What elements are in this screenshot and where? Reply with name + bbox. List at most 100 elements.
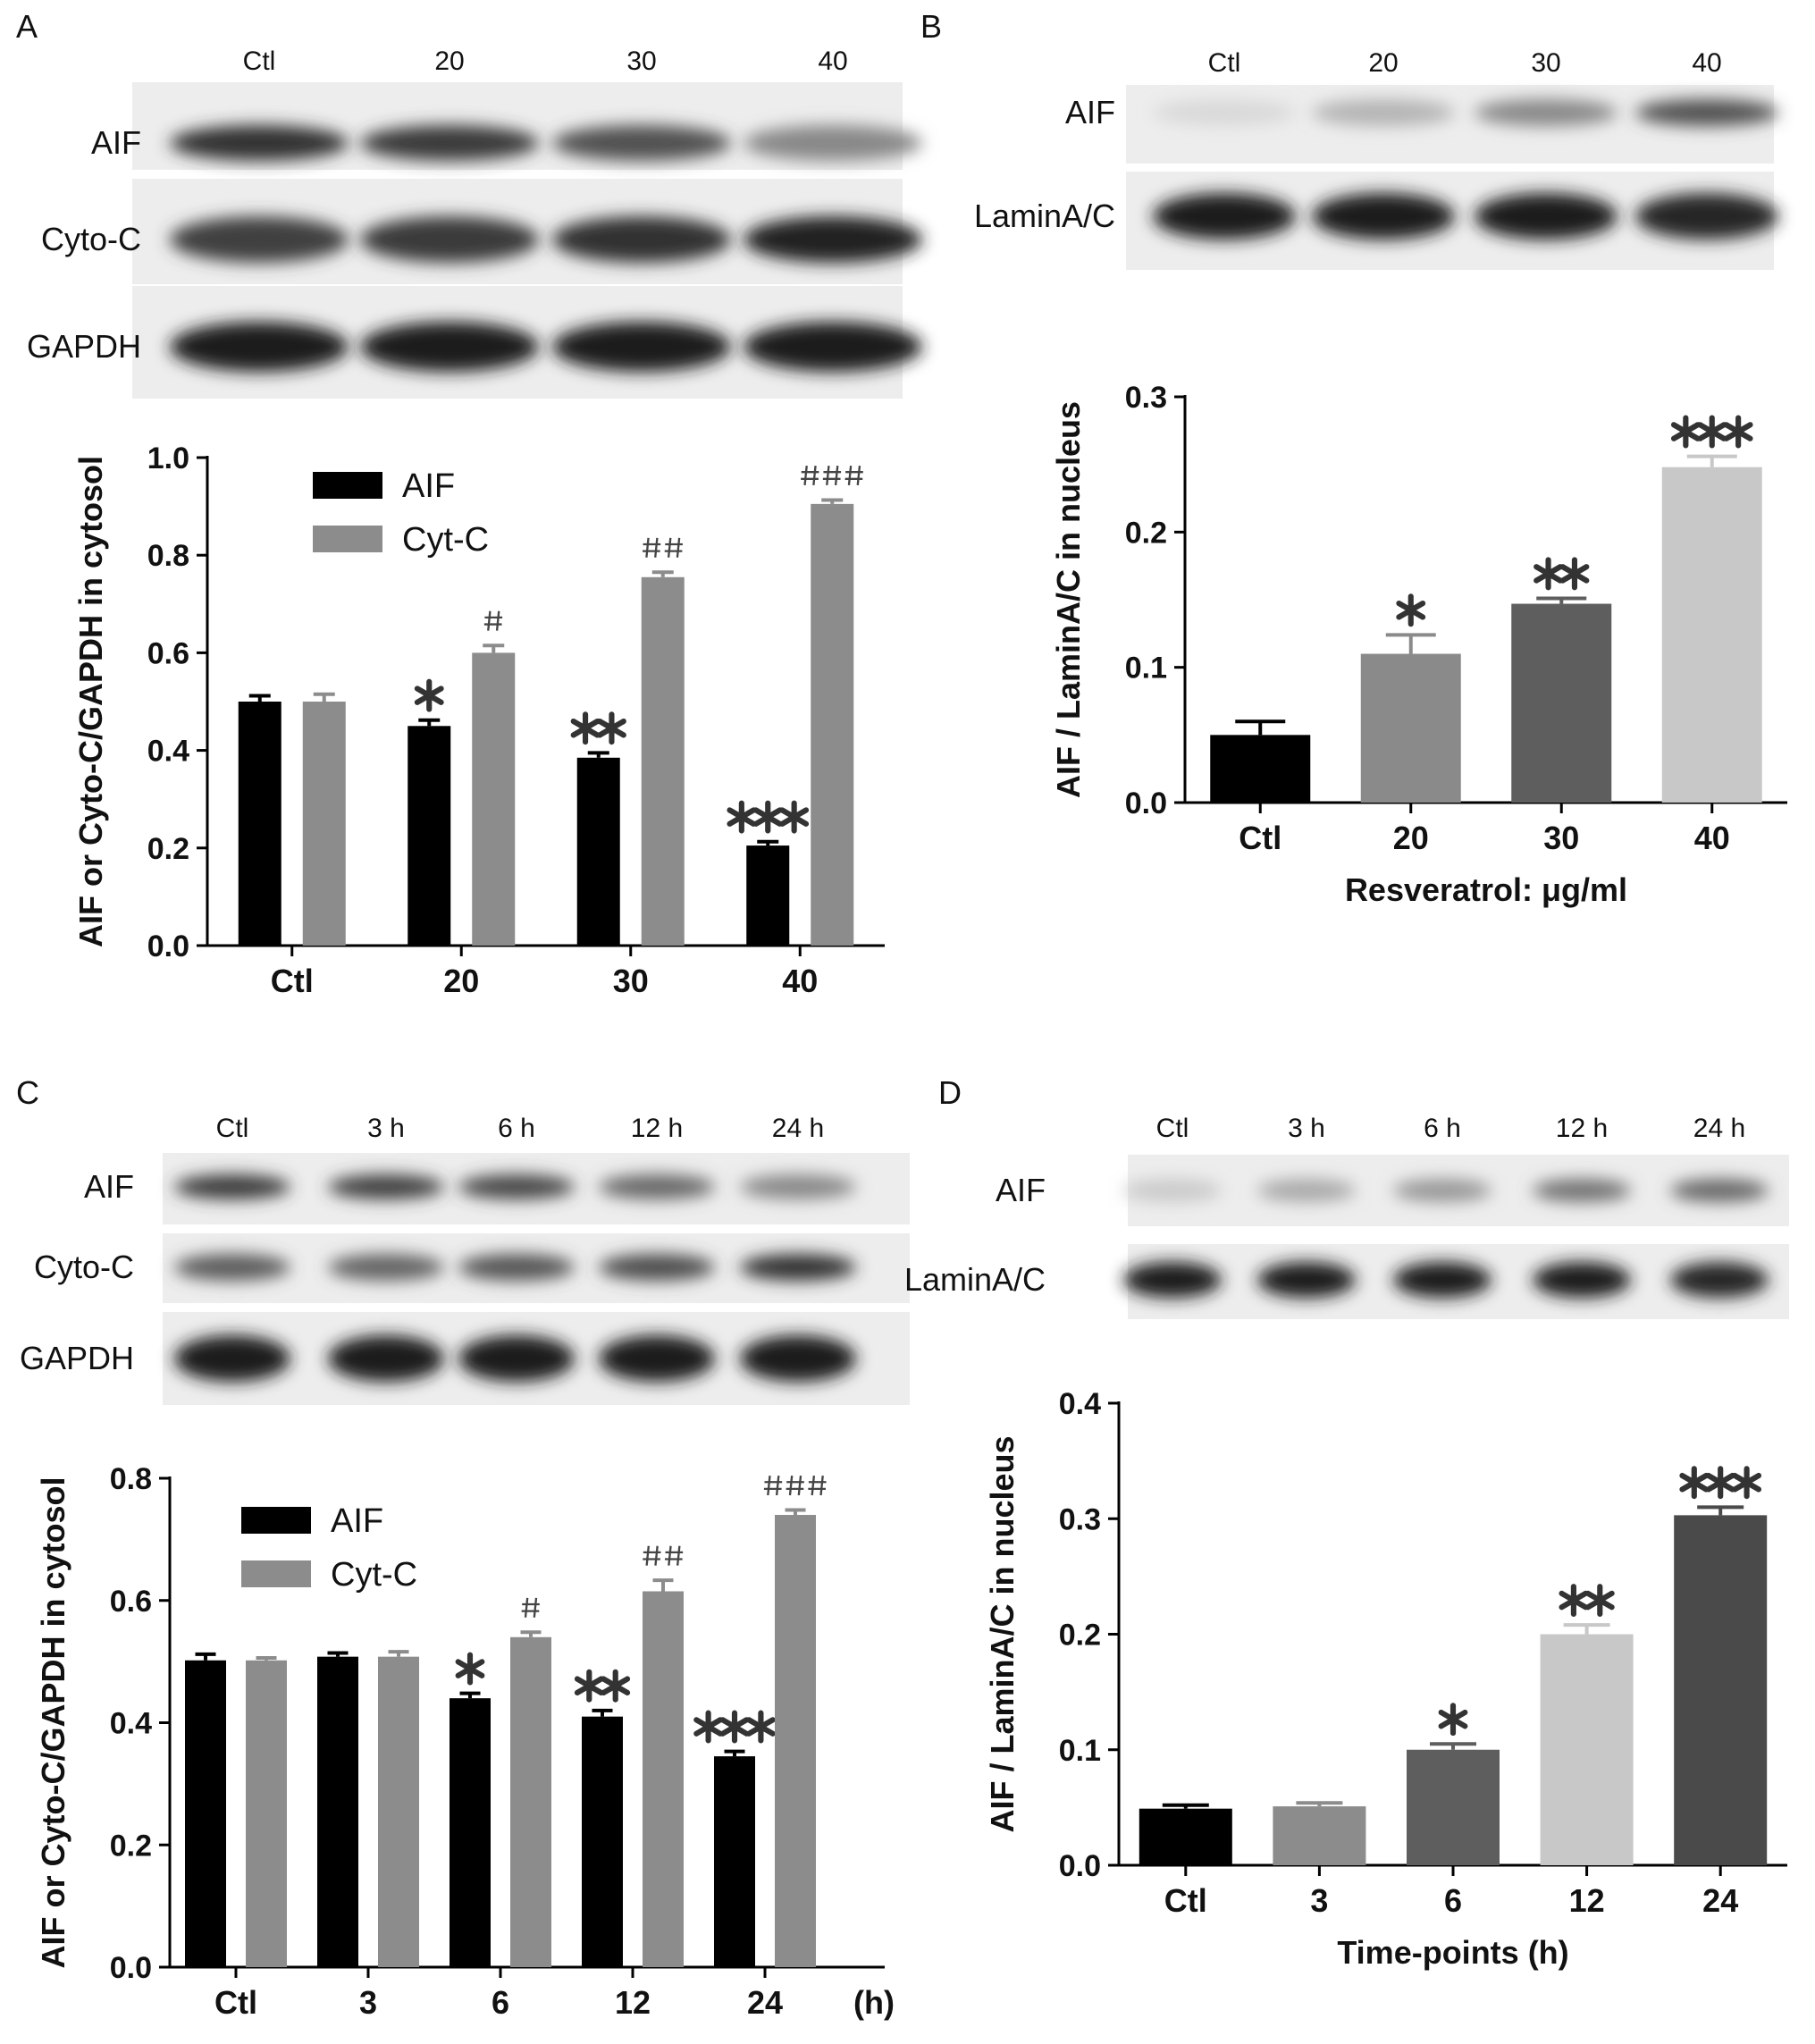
- y-axis-title: AIF / LaminA/C in nucleus: [984, 1435, 1021, 1832]
- lane-label: Ctl: [1156, 1114, 1189, 1143]
- significance-star: [727, 800, 757, 834]
- panel-letter: B: [920, 8, 942, 45]
- blot-band: [744, 125, 922, 161]
- lane-label: 40: [1692, 48, 1721, 78]
- panel-letter: C: [16, 1074, 39, 1111]
- bar: [1661, 467, 1762, 803]
- blot-row-label: AIF: [84, 1168, 134, 1205]
- blot-band: [170, 322, 349, 372]
- bar: [1540, 1634, 1634, 1865]
- blot-band: [1533, 1262, 1631, 1298]
- lane-label: 20: [434, 46, 464, 76]
- blot-row-aif: AIF: [996, 1155, 1789, 1226]
- blot-band: [174, 1254, 290, 1281]
- x-tick-label: 20: [1393, 820, 1429, 856]
- bar: [582, 1716, 623, 1967]
- lane-label: 12 h: [1556, 1114, 1608, 1143]
- lane-label: Ctl: [216, 1114, 249, 1143]
- lane-label: 12 h: [631, 1114, 683, 1143]
- x-tick-label: 40: [1694, 820, 1730, 856]
- y-axis-title: AIF or Cyto-C/GAPDH in cytosol: [72, 456, 109, 947]
- significance-star: [597, 711, 626, 745]
- panel-letter: A: [16, 8, 38, 45]
- x-axis-title: Time-points (h): [1337, 1934, 1568, 1971]
- significance-star: [1559, 1584, 1589, 1618]
- y-tick-label: 0.6: [110, 1585, 152, 1619]
- blot-row-aif: AIF: [1065, 85, 1778, 164]
- x-tick-label: 40: [782, 963, 818, 999]
- y-tick-label: 0.2: [1125, 516, 1167, 550]
- blot-panel-c: C Ctl 3 h 6 h 12 h 24 h AIF Cyto-C GAPDH: [16, 1074, 910, 1405]
- blot-band: [458, 1254, 575, 1281]
- bar: [1210, 735, 1311, 803]
- bar: [811, 503, 854, 946]
- significance-hash: [763, 1476, 783, 1496]
- significance-star: [1723, 415, 1753, 449]
- blot-band: [599, 1335, 715, 1382]
- blot-band: [1635, 99, 1778, 126]
- significance-star: [601, 1669, 631, 1703]
- blot-band: [1312, 193, 1455, 240]
- legend-label: Cyt-C: [331, 1556, 417, 1594]
- lane-label: 3 h: [367, 1114, 405, 1143]
- significance-hash: [822, 465, 842, 486]
- y-tick-label: 0.4: [110, 1707, 152, 1741]
- lane-label: 3 h: [1288, 1114, 1325, 1143]
- blot-row-gapdh: GAPDH: [20, 1312, 910, 1405]
- bar: [450, 1698, 491, 1967]
- y-tick-label: 0.0: [1059, 1849, 1101, 1883]
- y-tick-label: 0.6: [147, 636, 189, 670]
- significance-hash: [844, 465, 863, 486]
- blot-row-label: LaminA/C: [904, 1261, 1046, 1298]
- blot-band: [552, 216, 731, 263]
- blot-band: [1670, 1262, 1769, 1298]
- lane-label: 24 h: [1693, 1114, 1745, 1143]
- lane-label: 6 h: [498, 1114, 535, 1143]
- blot-band: [552, 125, 731, 161]
- lane-label: 30: [626, 46, 656, 76]
- bar: [1674, 1515, 1768, 1865]
- x-tick-label: 30: [613, 963, 649, 999]
- significance-star: [779, 800, 810, 834]
- blot-band: [458, 1174, 575, 1199]
- lane-label: 20: [1368, 48, 1398, 78]
- significance-star: [1534, 557, 1563, 591]
- legend-swatch: [241, 1507, 311, 1534]
- legend-swatch: [313, 526, 382, 552]
- significance-hash: [808, 1476, 827, 1496]
- blot-panel-b: B Ctl 20 30 40 AIF LaminA/C: [920, 8, 1778, 270]
- y-axis-title: AIF or Cyto-C/GAPDH in cytosol: [35, 1476, 71, 1968]
- significance-star: [414, 678, 444, 712]
- blot-row-lamina-c: LaminA/C: [904, 1244, 1789, 1319]
- legend-swatch: [313, 472, 382, 499]
- blot-row-label: GAPDH: [20, 1340, 134, 1376]
- y-tick-label: 0.2: [110, 1829, 152, 1863]
- y-tick-label: 0.8: [110, 1462, 152, 1496]
- y-tick-label: 0.1: [1059, 1734, 1101, 1768]
- significance-star: [752, 800, 783, 834]
- bar: [185, 1660, 226, 1967]
- x-tick-label: 24: [747, 1984, 783, 2021]
- bar: [641, 576, 685, 946]
- x-tick-label: 12: [1569, 1882, 1605, 1919]
- blot-band: [1312, 99, 1455, 126]
- bar: [1511, 603, 1612, 803]
- blot-band: [599, 1174, 715, 1199]
- significance-star: [455, 1652, 485, 1686]
- blot-band: [1475, 99, 1618, 126]
- bar: [302, 702, 346, 946]
- blot-band: [1257, 1262, 1356, 1298]
- x-tick-label: Ctl: [1164, 1882, 1207, 1919]
- blot-row-label: AIF: [91, 124, 141, 161]
- bar: [1139, 1808, 1232, 1865]
- y-tick-label: 0.1: [1125, 652, 1167, 686]
- blot-band: [1153, 99, 1296, 126]
- bar: [1273, 1806, 1366, 1865]
- x-tick-label: 6: [1444, 1882, 1462, 1919]
- blot-row-cyto-c: Cyto-C: [41, 179, 922, 284]
- y-tick-label: 0.2: [1059, 1619, 1101, 1653]
- significance-star: [1705, 1466, 1735, 1500]
- legend-label: Cyt-C: [402, 521, 489, 559]
- significance-star: [1438, 1703, 1468, 1737]
- significance-star: [1670, 415, 1701, 449]
